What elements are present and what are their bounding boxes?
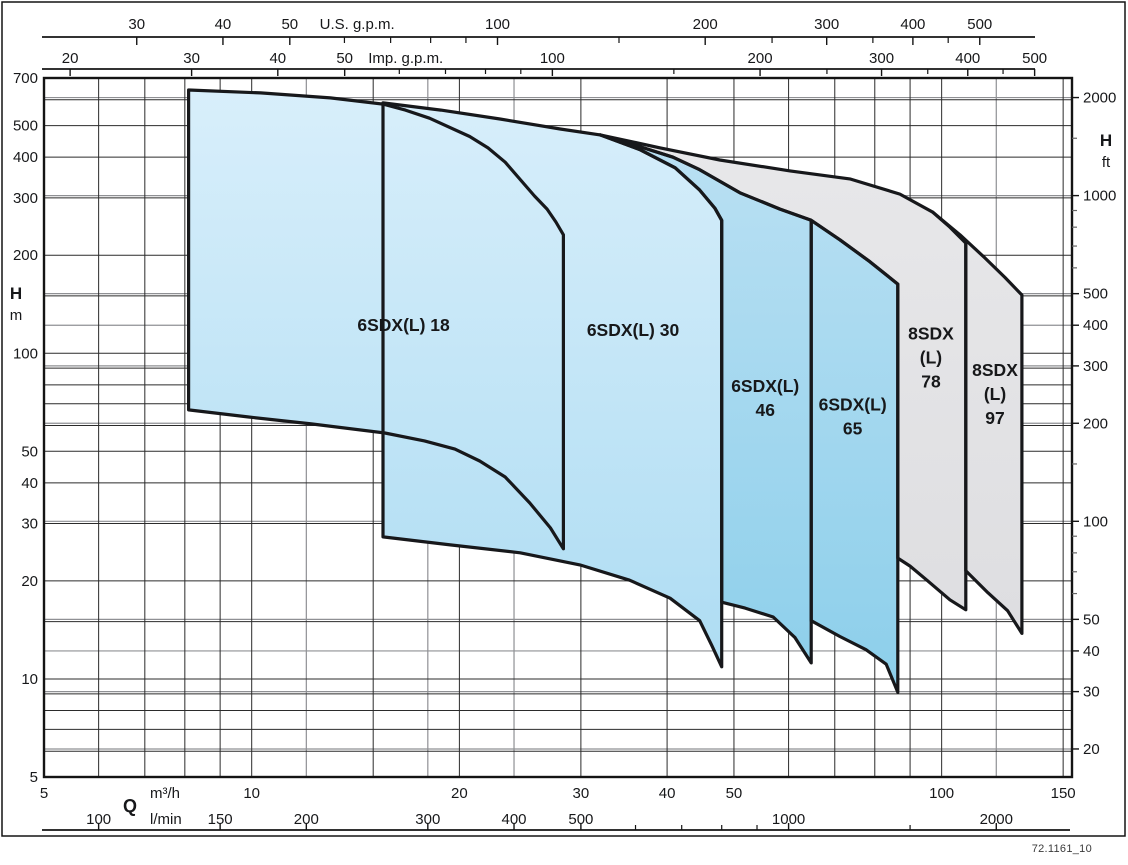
tick-label: 30 <box>183 50 200 67</box>
tick-label: 100 <box>1083 513 1108 530</box>
region-label-8sdxl-78: (L) <box>920 348 942 368</box>
tick-label: 40 <box>659 785 676 802</box>
axis-q-m3h: 5 10 20 30 40 50 100 150 Qm³/h <box>40 785 1076 816</box>
h-m-axis-title: H <box>10 284 22 303</box>
region-fill-6sdxl-18 <box>188 90 564 549</box>
tick-label: 300 <box>415 811 440 828</box>
tick-label: 40 <box>269 50 286 67</box>
q-m3h-axis-unit: m³/h <box>150 785 180 802</box>
tick-label: 300 <box>13 190 38 207</box>
q-lmin-axis-unit: l/min <box>150 811 182 828</box>
tick-label: 100 <box>86 811 111 828</box>
h-m-axis-unit: m <box>10 307 23 324</box>
tick-label: 50 <box>1083 611 1100 628</box>
region-label-8sdxl-97: 8SDX <box>972 360 1018 380</box>
figure-code: 72.1161_10 <box>1031 843 1092 855</box>
region-fill-6sdxl-46 <box>600 134 812 663</box>
tick-label: 30 <box>128 16 145 33</box>
region-label-6sdxl-30: 6SDX(L) 30 <box>587 320 680 340</box>
region-fill-8sdxl-78 <box>600 134 966 610</box>
plot-border <box>42 76 1074 779</box>
tick-label: 400 <box>955 50 980 67</box>
tick-label: 500 <box>13 118 38 135</box>
tick-label: 2000 <box>1083 90 1116 107</box>
tick-label: 200 <box>693 16 718 33</box>
tick-label: 30 <box>1083 684 1100 701</box>
axis-q-lmin: l/min 100 150 200 300 400 500 1000 2000 <box>42 811 1070 831</box>
tick-label: 700 <box>13 70 38 87</box>
tick-label: 500 <box>1022 50 1047 67</box>
tick-label: 200 <box>748 50 773 67</box>
tick-label: 40 <box>21 475 38 492</box>
region-label-8sdxl-78: 8SDX <box>908 324 954 344</box>
tick-label: 2000 <box>980 811 1013 828</box>
axis-h-ft: 20 30 40 50 100 200 300 400 500 1000 2000 Hft <box>1072 90 1116 758</box>
region-outlines <box>187 88 1024 694</box>
region-label-6sdxl-46: 6SDX(L) <box>731 376 799 396</box>
region-label-8sdxl-97: 97 <box>985 408 1004 428</box>
axis-imp-gpm: 20 30 40 50 100 200 300 400 500 Imp. g.p.m. <box>42 50 1047 76</box>
tick-label: 200 <box>294 811 319 828</box>
region-label-6sdxl-18: 6SDX(L) 18 <box>357 315 450 335</box>
q-axis-title: Q <box>123 796 137 816</box>
tick-label: 50 <box>21 443 38 460</box>
tick-label: 30 <box>21 516 38 533</box>
region-label-8sdxl-78: 78 <box>921 372 941 392</box>
tick-label: 30 <box>573 785 590 802</box>
region-label-6sdxl-65: 65 <box>843 418 863 438</box>
tick-label: 100 <box>13 345 38 362</box>
tick-label: 1000 <box>772 811 805 828</box>
tick-label: 150 <box>1051 785 1076 802</box>
tick-label: 5 <box>30 769 38 786</box>
tick-label: 400 <box>13 149 38 166</box>
tick-label: 300 <box>814 16 839 33</box>
region-label-8sdxl-97: (L) <box>984 384 1006 404</box>
tick-label: 300 <box>1083 358 1108 375</box>
region-label-6sdxl-46: 46 <box>755 400 775 420</box>
region-fills <box>188 90 1022 693</box>
tick-label: 300 <box>869 50 894 67</box>
tick-label: 5 <box>40 785 48 802</box>
tick-label: 500 <box>568 811 593 828</box>
h-ft-axis-title: H <box>1100 131 1112 150</box>
axis-us-gpm: 30 40 50 100 200 300 400 500 U.S. g.p.m. <box>42 16 1035 45</box>
tick-label: 40 <box>1083 643 1100 660</box>
tick-label: 40 <box>215 16 232 33</box>
tick-label: 150 <box>208 811 233 828</box>
tick-label: 400 <box>1083 317 1108 334</box>
tick-label: 10 <box>21 671 38 688</box>
h-ft-axis-unit: ft <box>1102 154 1111 171</box>
tick-label: 50 <box>336 50 353 67</box>
us-gpm-axis-title: U.S. g.p.m. <box>320 16 395 33</box>
region-outline-8sdxl-78 <box>598 133 968 612</box>
outer-border <box>1 1 1126 837</box>
tick-label: 10 <box>243 785 260 802</box>
tick-label: 50 <box>726 785 743 802</box>
tick-label: 100 <box>929 785 954 802</box>
region-outline-8sdxl-97 <box>931 210 1024 635</box>
tick-label: 100 <box>540 50 565 67</box>
tick-label: 20 <box>451 785 468 802</box>
imp-gpm-axis-title: Imp. g.p.m. <box>368 50 443 67</box>
region-fill-6sdxl-65 <box>811 220 898 693</box>
region-label-6sdxl-65: 6SDX(L) <box>819 394 887 414</box>
tick-label: 400 <box>900 16 925 33</box>
region-labels: 6SDX(L) 18 6SDX(L) 30 6SDX(L) 46 6SDX(L) 65 8S… <box>357 315 1018 438</box>
tick-label: 400 <box>502 811 527 828</box>
tick-label: 500 <box>1083 286 1108 303</box>
region-fill-8sdxl-97 <box>932 212 1022 634</box>
tick-label: 100 <box>485 16 510 33</box>
axis-h-m: 5 10 20 30 40 50 100 200 300 400 500 700 Hm <box>10 70 38 786</box>
tick-label: 50 <box>281 16 298 33</box>
tick-label: 200 <box>1083 415 1108 432</box>
tick-label: 200 <box>13 247 38 264</box>
tick-label: 20 <box>62 50 79 67</box>
tick-label: 20 <box>21 573 38 590</box>
tick-label: 500 <box>967 16 992 33</box>
tick-label: 20 <box>1083 741 1100 758</box>
tick-label: 1000 <box>1083 188 1116 205</box>
